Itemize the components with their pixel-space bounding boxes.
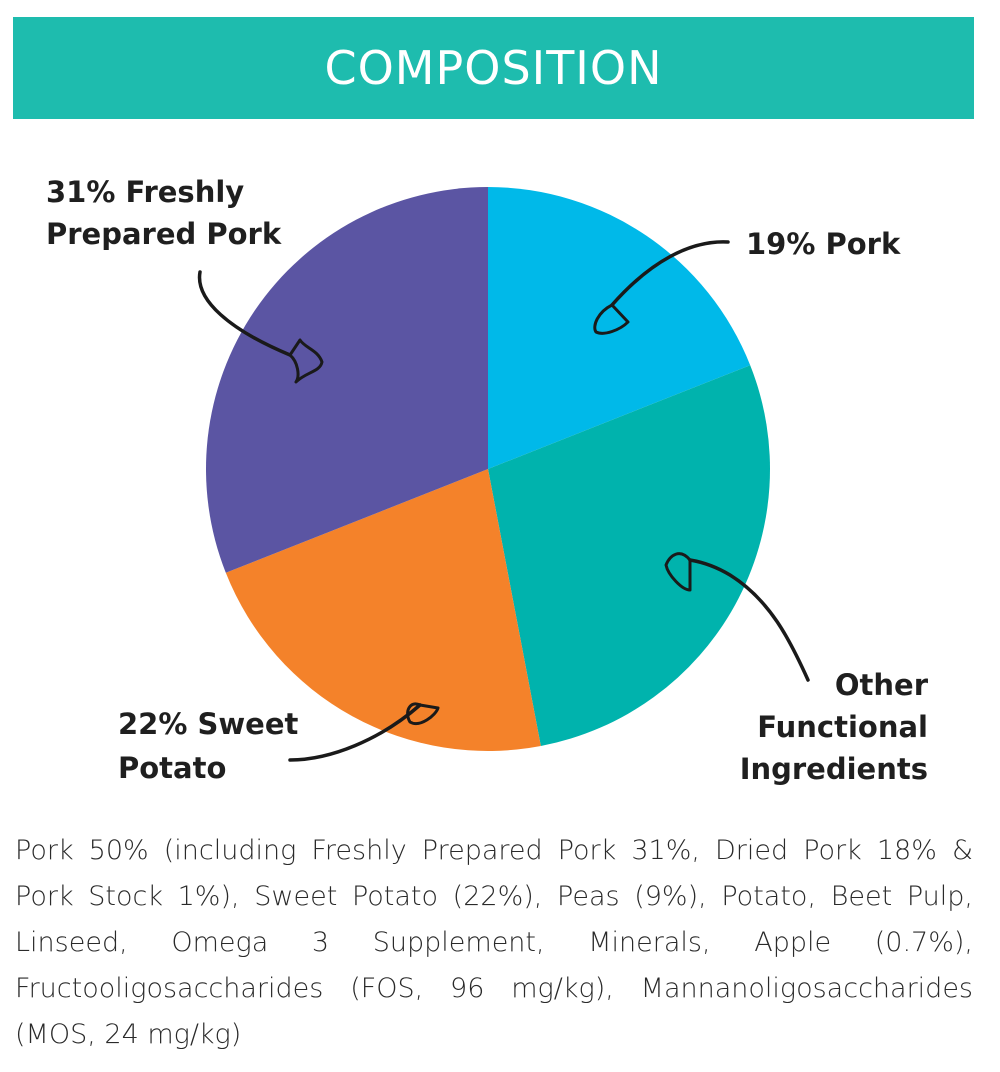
composition-banner: COMPOSITION <box>13 17 974 119</box>
pie-slice-other-functional-ingredients <box>488 365 770 747</box>
slice-label-other-functional-ingredients: Other Functional Ingredients <box>740 668 929 786</box>
arrow-head-freshly-prepared-pork <box>288 338 324 384</box>
composition-text: Pork 50% (including Freshly Prepared Por… <box>15 835 973 1050</box>
arrow-head-pork <box>593 303 630 335</box>
pie-slice-freshly-prepared-pork <box>206 187 488 573</box>
slice-label-pork: 19% Pork <box>746 227 901 261</box>
pie-slices <box>206 187 770 751</box>
composition-pie-chart: 19% Pork Other Functional Ingredients 22% Sw… <box>46 175 929 786</box>
label-arrow-other-functional-ingredients <box>688 558 810 682</box>
label-arrow-pork <box>610 240 730 307</box>
banner-title: COMPOSITION <box>324 41 663 95</box>
slice-label-sweet-potato: 22% Sweet Potato <box>118 707 299 785</box>
label-arrow-freshly-prepared-pork <box>197 270 292 357</box>
pie-slice-sweet-potato <box>225 469 541 751</box>
arrow-head-sweet-potato <box>406 702 440 725</box>
label-arrow-sweet-potato <box>288 703 422 762</box>
slice-labels: 19% Pork Other Functional Ingredients 22% Sw… <box>46 175 929 786</box>
arrow-head-other-functional-ingredients <box>664 552 692 592</box>
label-arrows <box>197 240 810 762</box>
slice-label-freshly-prepared-pork: 31% Freshly Prepared Pork <box>46 175 282 251</box>
